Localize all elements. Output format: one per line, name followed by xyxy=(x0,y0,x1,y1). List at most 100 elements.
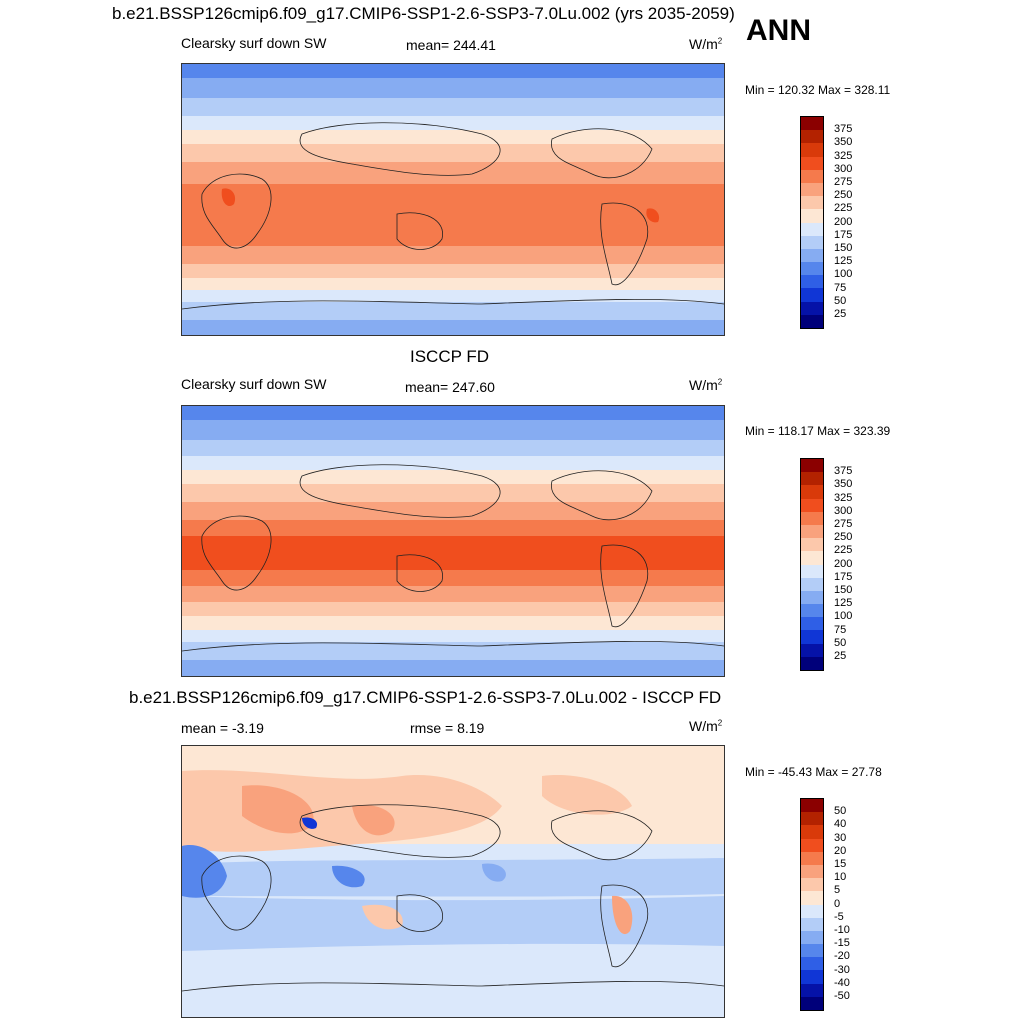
colorbar-swatch xyxy=(801,117,823,131)
colorbar-swatch xyxy=(801,930,823,945)
colorbar-swatch xyxy=(801,511,823,525)
colorbar-swatch xyxy=(801,891,823,905)
colorbar-tick-label: -15 xyxy=(834,937,850,950)
colorbar-swatch xyxy=(801,209,823,223)
panel2-map xyxy=(181,405,725,677)
colorbar-tick-label: 175 xyxy=(834,228,853,241)
colorbar-swatch xyxy=(801,498,823,512)
colorbar-swatch xyxy=(801,851,823,865)
colorbar-tick-label: 25 xyxy=(834,650,847,662)
colorbar-tick-label: 200 xyxy=(834,215,853,228)
colorbar-swatch xyxy=(801,169,823,183)
colorbar-swatch xyxy=(801,182,823,197)
colorbar-swatch xyxy=(801,630,823,644)
colorbar-tick-label: 75 xyxy=(834,281,847,294)
colorbar-tick-label: 125 xyxy=(834,255,853,268)
colorbar-swatch xyxy=(801,301,823,315)
panel2-title: ISCCP FD xyxy=(410,347,490,366)
panel2-colorbar-scale xyxy=(800,458,824,671)
panel1-title: b.e21.BSSP126cmip6.f09_g17.CMIP6-SSP1-2.… xyxy=(112,4,735,23)
colorbar-tick-label: 25 xyxy=(834,308,847,320)
colorbar-tick-label: 150 xyxy=(834,584,853,596)
panel3-rmse: rmse = 8.19 xyxy=(410,720,485,736)
colorbar-tick-label: 350 xyxy=(834,478,853,491)
colorbar-swatch xyxy=(801,983,823,997)
panel3-title: b.e21.BSSP126cmip6.f09_g17.CMIP6-SSP1-2.… xyxy=(129,688,722,707)
colorbar-swatch xyxy=(801,235,823,249)
colorbar-tick-label: 50 xyxy=(834,805,847,818)
colorbar-swatch xyxy=(801,917,823,931)
panel1-colorbar: 375 350 325 300 275 250 225 200 175 150 125 100 75 50… xyxy=(800,116,852,329)
colorbar-swatch xyxy=(801,314,823,328)
colorbar-swatch xyxy=(801,825,823,839)
colorbar-swatch xyxy=(801,996,823,1010)
season-label: ANN xyxy=(746,14,811,47)
colorbar-tick-label: 50 xyxy=(834,636,847,649)
panel2-minmax: Min = 118.17 Max = 323.39 xyxy=(745,424,891,438)
colorbar-swatch xyxy=(801,472,823,486)
colorbar-tick-label: -10 xyxy=(834,924,850,936)
colorbar-tick-label: 150 xyxy=(834,242,853,254)
panel1-variable: Clearsky surf down SW xyxy=(181,35,327,51)
colorbar-tick-label: 0 xyxy=(834,897,841,910)
colorbar-swatch xyxy=(801,248,823,263)
colorbar-tick-label: 275 xyxy=(834,176,853,188)
colorbar-tick-label: 250 xyxy=(834,531,853,544)
colorbar-swatch xyxy=(801,590,823,605)
colorbar-swatch xyxy=(801,485,823,499)
colorbar-tick-label: -40 xyxy=(834,976,850,989)
colorbar-tick-label: -50 xyxy=(834,990,850,1002)
colorbar-tick-label: 5 xyxy=(834,884,841,897)
colorbar-swatch xyxy=(801,617,823,631)
colorbar-swatch xyxy=(801,970,823,984)
colorbar-swatch xyxy=(801,222,823,236)
panel1-colorbar-scale xyxy=(800,116,824,329)
colorbar-tick-label: 125 xyxy=(834,597,853,610)
panel3-minmax: Min = -45.43 Max = 27.78 xyxy=(745,765,882,779)
colorbar-tick-label: 225 xyxy=(834,544,853,557)
panel2-mean: mean= 247.60 xyxy=(405,379,495,395)
colorbar-tick-label: 325 xyxy=(834,149,853,162)
colorbar-swatch xyxy=(801,904,823,918)
colorbar-swatch xyxy=(801,564,823,578)
colorbar-swatch xyxy=(801,799,823,813)
colorbar-tick-label: 10 xyxy=(834,871,847,884)
colorbar-swatch xyxy=(801,944,823,958)
panel2-variable: Clearsky surf down SW xyxy=(181,376,327,392)
colorbar-tick-label: 20 xyxy=(834,844,847,857)
colorbar-swatch xyxy=(801,156,823,170)
colorbar-tick-label: 100 xyxy=(834,268,853,281)
colorbar-swatch xyxy=(801,130,823,144)
colorbar-swatch xyxy=(801,288,823,302)
colorbar-swatch xyxy=(801,551,823,565)
colorbar-swatch xyxy=(801,275,823,289)
colorbar-swatch xyxy=(801,838,823,852)
colorbar-tick-label: 350 xyxy=(834,136,853,149)
colorbar-tick-label: 30 xyxy=(834,831,847,844)
panel1-mean: mean= 244.41 xyxy=(406,37,496,53)
panel2-units: W/m2 xyxy=(689,377,723,393)
colorbar-tick-label: 250 xyxy=(834,189,853,202)
colorbar-tick-label: 325 xyxy=(834,491,853,504)
panel1-minmax: Min = 120.32 Max = 328.11 xyxy=(745,83,891,97)
colorbar-tick-label: 225 xyxy=(834,202,853,215)
colorbar-swatch xyxy=(801,459,823,473)
colorbar-swatch xyxy=(801,196,823,210)
colorbar-tick-label: 300 xyxy=(834,162,853,175)
colorbar-tick-label: -20 xyxy=(834,950,850,963)
colorbar-swatch xyxy=(801,538,823,552)
panel3-map xyxy=(181,745,725,1018)
colorbar-swatch xyxy=(801,262,823,276)
colorbar-tick-label: 375 xyxy=(834,465,853,478)
colorbar-swatch xyxy=(801,864,823,879)
colorbar-tick-label: 15 xyxy=(834,858,847,870)
colorbar-tick-label: 300 xyxy=(834,504,853,517)
panel3-mean: mean = -3.19 xyxy=(181,720,264,736)
colorbar-tick-label: 175 xyxy=(834,570,853,583)
colorbar-swatch xyxy=(801,957,823,971)
colorbar-tick-label: -30 xyxy=(834,963,850,976)
colorbar-tick-label: 75 xyxy=(834,623,847,636)
colorbar-swatch xyxy=(801,878,823,892)
colorbar-tick-label: -5 xyxy=(834,910,844,923)
panel2-colorbar: 375 350 325 300 275 250 225 200 175 150 125 100 75 50… xyxy=(800,458,852,671)
